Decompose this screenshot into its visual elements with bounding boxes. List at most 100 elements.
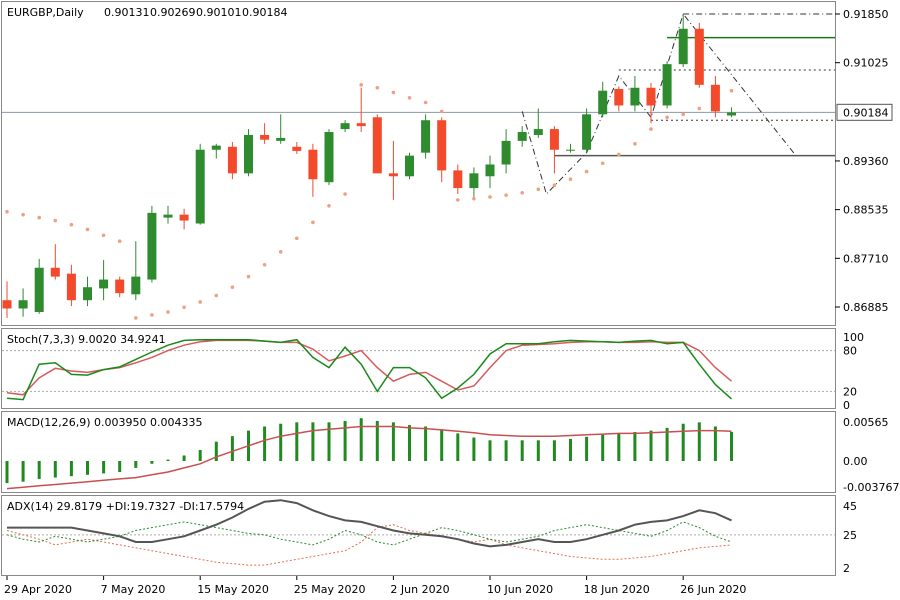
price-axis-label: 0.88535: [843, 204, 889, 217]
parabolic-sar-dot: [21, 212, 25, 217]
candle-body: [2, 300, 12, 309]
candle-body: [211, 145, 221, 150]
macd-histogram-bar: [53, 461, 57, 478]
parabolic-sar-dot: [568, 177, 573, 182]
parabolic-sar-dot: [230, 285, 235, 290]
candle-body: [694, 28, 704, 85]
stochastic-axis-label: 80: [843, 345, 857, 358]
candle-body: [469, 173, 479, 189]
candle-body: [405, 155, 414, 177]
candle-body: [276, 137, 286, 141]
candle-body: [260, 134, 270, 140]
parabolic-sar-dot: [617, 152, 621, 157]
parabolic-sar-dot: [69, 222, 74, 227]
parabolic-sar-dot: [520, 191, 524, 195]
macd-histogram-bar: [359, 418, 363, 461]
macd-histogram-bar: [585, 436, 589, 461]
parabolic-sar-dot: [5, 209, 9, 214]
zigzag-trendline: [521, 12, 797, 195]
parabolic-sar-dot: [391, 90, 396, 95]
parabolic-sar-dot: [246, 274, 251, 279]
parabolic-sar-dot: [423, 100, 428, 105]
panel-frames: [1, 1, 836, 576]
macd-axis-label: -0.003767: [843, 481, 899, 494]
parabolic-sar-dot: [600, 161, 605, 166]
candle-body: [99, 279, 109, 289]
parabolic-sar-dot: [262, 263, 267, 267]
candle-body: [549, 129, 559, 150]
stochastic-main-line: [6, 338, 732, 401]
stochastic-axis-label: 0: [843, 399, 850, 412]
parabolic-sar-dot: [198, 300, 202, 304]
ohlc-high: 0.90269: [150, 6, 196, 19]
macd-histogram-bar: [279, 423, 283, 461]
macd-histogram-bar: [182, 455, 186, 461]
candle-body: [115, 279, 125, 294]
stochastic-series: [2, 338, 835, 401]
candle-body: [630, 87, 640, 106]
stochastic-panel: [1, 328, 836, 409]
parabolic-sar-dot: [85, 227, 90, 232]
candle-body: [582, 114, 592, 150]
adx-minus-di-line: [6, 524, 732, 566]
macd-histogram-bar: [263, 426, 267, 461]
macd-histogram-bar: [5, 461, 9, 484]
parabolic-sar-dot: [729, 88, 734, 93]
parabolic-sar-dot: [117, 239, 122, 244]
candle-body: [244, 134, 253, 174]
macd-histogram-bar: [198, 449, 202, 461]
candle-body: [388, 173, 398, 177]
current-price-label: 0.90184: [843, 106, 889, 119]
macd-histogram-bar: [569, 438, 572, 461]
macd-histogram-bar: [617, 433, 621, 461]
macd-histogram-bar: [472, 437, 476, 461]
macd-histogram-bar: [456, 433, 460, 461]
price-axis-label: 0.91850: [843, 8, 889, 21]
macd-histogram-bar: [730, 432, 733, 461]
parabolic-sar-dot: [37, 215, 41, 220]
candle-body: [678, 28, 688, 65]
macd-histogram-bar: [230, 436, 234, 461]
candle-body: [372, 117, 382, 174]
parabolic-sar-dot: [214, 293, 219, 298]
macd-series: [5, 418, 733, 490]
date-axis-label: 26 Jun 2020: [680, 583, 746, 596]
parabolic-sar-dot: [633, 142, 637, 146]
candle-body: [646, 87, 656, 106]
parabolic-sar-dot: [295, 236, 299, 241]
parabolic-sar-dot: [359, 83, 364, 87]
adx-axis-label: 2: [843, 562, 850, 575]
date-axis-label: 7 May 2020: [101, 583, 166, 596]
macd-histogram-bar: [166, 459, 170, 461]
candle-body: [292, 146, 302, 151]
macd-histogram-bar: [391, 422, 395, 461]
candle-body: [727, 112, 736, 116]
parabolic-sar-dot: [536, 187, 541, 192]
macd-histogram-bar: [21, 461, 25, 482]
macd-histogram-bar: [536, 440, 540, 461]
macd-axis-label: 0.00: [843, 455, 868, 468]
parabolic-sar-dot: [472, 196, 476, 201]
adx-axis-label: 25: [843, 529, 857, 542]
macd-histogram-bar: [633, 432, 637, 461]
candle-body: [614, 88, 624, 106]
macd-axis-label: 0.00565: [843, 416, 889, 429]
candle-body: [18, 300, 28, 309]
macd-histogram-bar: [408, 425, 411, 461]
parabolic-sar-dot: [488, 195, 492, 199]
macd-histogram-bar: [69, 461, 73, 477]
macd-histogram-bar: [86, 461, 89, 475]
candle-body: [131, 276, 141, 295]
macd-histogram-bar: [488, 440, 492, 461]
date-axis-label: 29 Apr 2020: [4, 583, 72, 596]
candle-body: [34, 267, 44, 313]
parabolic-sar-dot: [665, 115, 669, 120]
parabolic-sar-dot: [552, 183, 557, 187]
adx-label: ADX(14) 29.8179 +DI:19.7327 -DI:17.5794: [7, 500, 244, 513]
parabolic-sar-dot: [53, 218, 58, 223]
axes: 0.91850 0.91025 0.90184 0.89360 0.88535 0.877…: [4, 8, 899, 596]
macd-histogram-bar: [102, 461, 106, 474]
parabolic-sar-dot: [182, 305, 186, 310]
price-axis-label: 0.91025: [843, 57, 889, 70]
